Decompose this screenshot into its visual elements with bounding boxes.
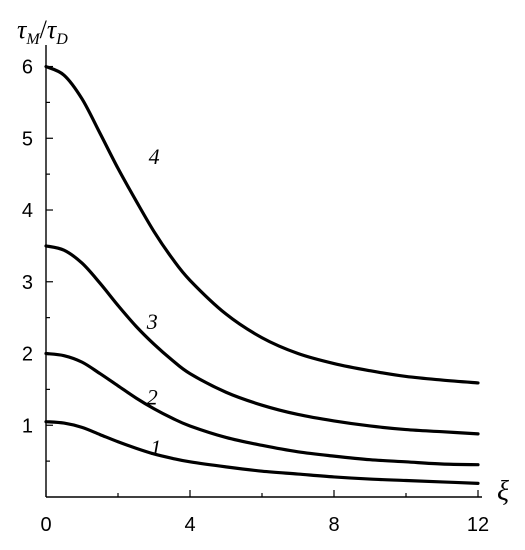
series-label-2: 2 xyxy=(147,385,158,410)
series-line-4 xyxy=(44,64,480,385)
y-axis-title-tau-1: τ xyxy=(17,15,28,44)
y-tick-label-2: 2 xyxy=(22,344,33,366)
y-axis-title-tau-2: τ xyxy=(47,15,58,44)
x-tick-label-12: 12 xyxy=(467,514,489,536)
y-axis-title: τM/τD xyxy=(17,15,68,48)
series-line-2 xyxy=(44,351,480,467)
y-tick-label-5: 5 xyxy=(22,128,33,150)
series-labels: 1 2 3 4 xyxy=(146,144,162,460)
series-line-1 xyxy=(44,420,480,485)
series-label-4: 4 xyxy=(149,144,160,169)
y-tick-label-3: 3 xyxy=(22,272,33,294)
y-axis-title-sub-d: D xyxy=(55,31,68,48)
y-axis-title-slash: / xyxy=(40,15,48,44)
series xyxy=(44,64,480,485)
y-tick-label-1: 1 xyxy=(22,415,33,437)
y-axis-title-sub-m: M xyxy=(25,31,41,48)
x-axis-title: ξ xyxy=(497,476,509,507)
x-tick-label-8: 8 xyxy=(328,514,339,536)
y-tick-label-6: 6 xyxy=(22,57,33,79)
x-tick-label-0: 0 xyxy=(40,514,51,536)
series-label-1: 1 xyxy=(150,435,161,460)
x-tick-label-4: 4 xyxy=(184,514,195,536)
series-label-3: 3 xyxy=(146,309,158,334)
y-tick-label-4: 4 xyxy=(22,200,33,222)
series-line-3 xyxy=(44,244,480,436)
